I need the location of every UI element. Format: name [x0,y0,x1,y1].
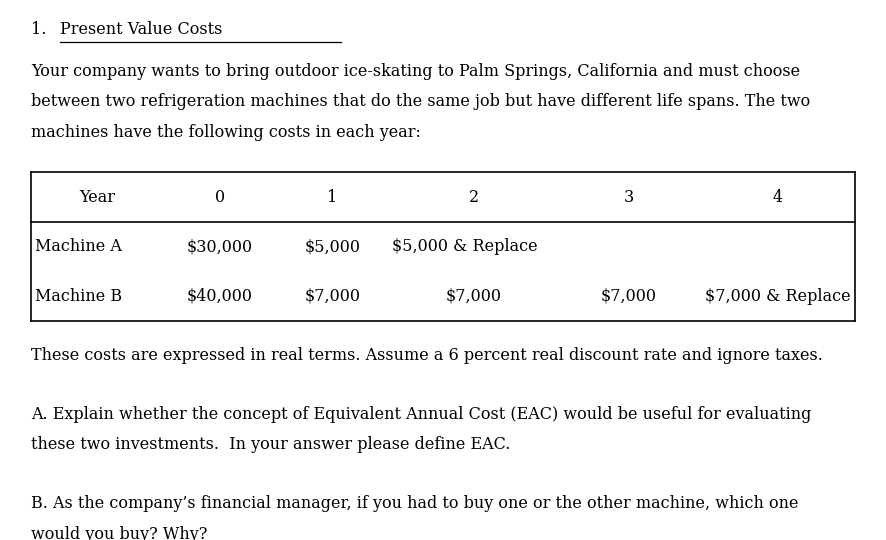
Text: 1.: 1. [31,21,46,37]
Text: $7,000: $7,000 [601,288,657,305]
Text: Your company wants to bring outdoor ice-skating to Palm Springs, California and : Your company wants to bring outdoor ice-… [31,63,800,79]
Text: $7,000: $7,000 [446,288,502,305]
Text: 4: 4 [773,188,783,206]
Text: $7,000 & Replace: $7,000 & Replace [705,288,851,305]
Text: between two refrigeration machines that do the same job but have different life : between two refrigeration machines that … [31,93,811,110]
Text: $30,000: $30,000 [187,238,253,255]
Text: $5,000: $5,000 [304,238,361,255]
Text: machines have the following costs in each year:: machines have the following costs in eac… [31,124,421,141]
Text: 2: 2 [469,188,479,206]
Text: $5,000 & Replace: $5,000 & Replace [392,238,538,255]
Text: A. Explain whether the concept of Equivalent Annual Cost (EAC) would be useful f: A. Explain whether the concept of Equiva… [31,406,812,422]
Text: 1: 1 [327,188,338,206]
Text: These costs are expressed in real terms. Assume a 6 percent real discount rate a: These costs are expressed in real terms.… [31,347,823,364]
Text: Present Value Costs: Present Value Costs [60,21,222,37]
Text: these two investments.  In your answer please define EAC.: these two investments. In your answer pl… [31,436,510,453]
Text: B. As the company’s financial manager, if you had to buy one or the other machin: B. As the company’s financial manager, i… [31,495,798,512]
Text: Machine A: Machine A [35,238,122,255]
Text: Machine B: Machine B [35,288,122,305]
Text: $7,000: $7,000 [304,288,361,305]
Text: would you buy? Why?: would you buy? Why? [31,526,207,540]
Text: $40,000: $40,000 [187,288,253,305]
Text: Year: Year [80,188,115,206]
Text: 0: 0 [214,188,225,206]
Text: 3: 3 [624,188,634,206]
